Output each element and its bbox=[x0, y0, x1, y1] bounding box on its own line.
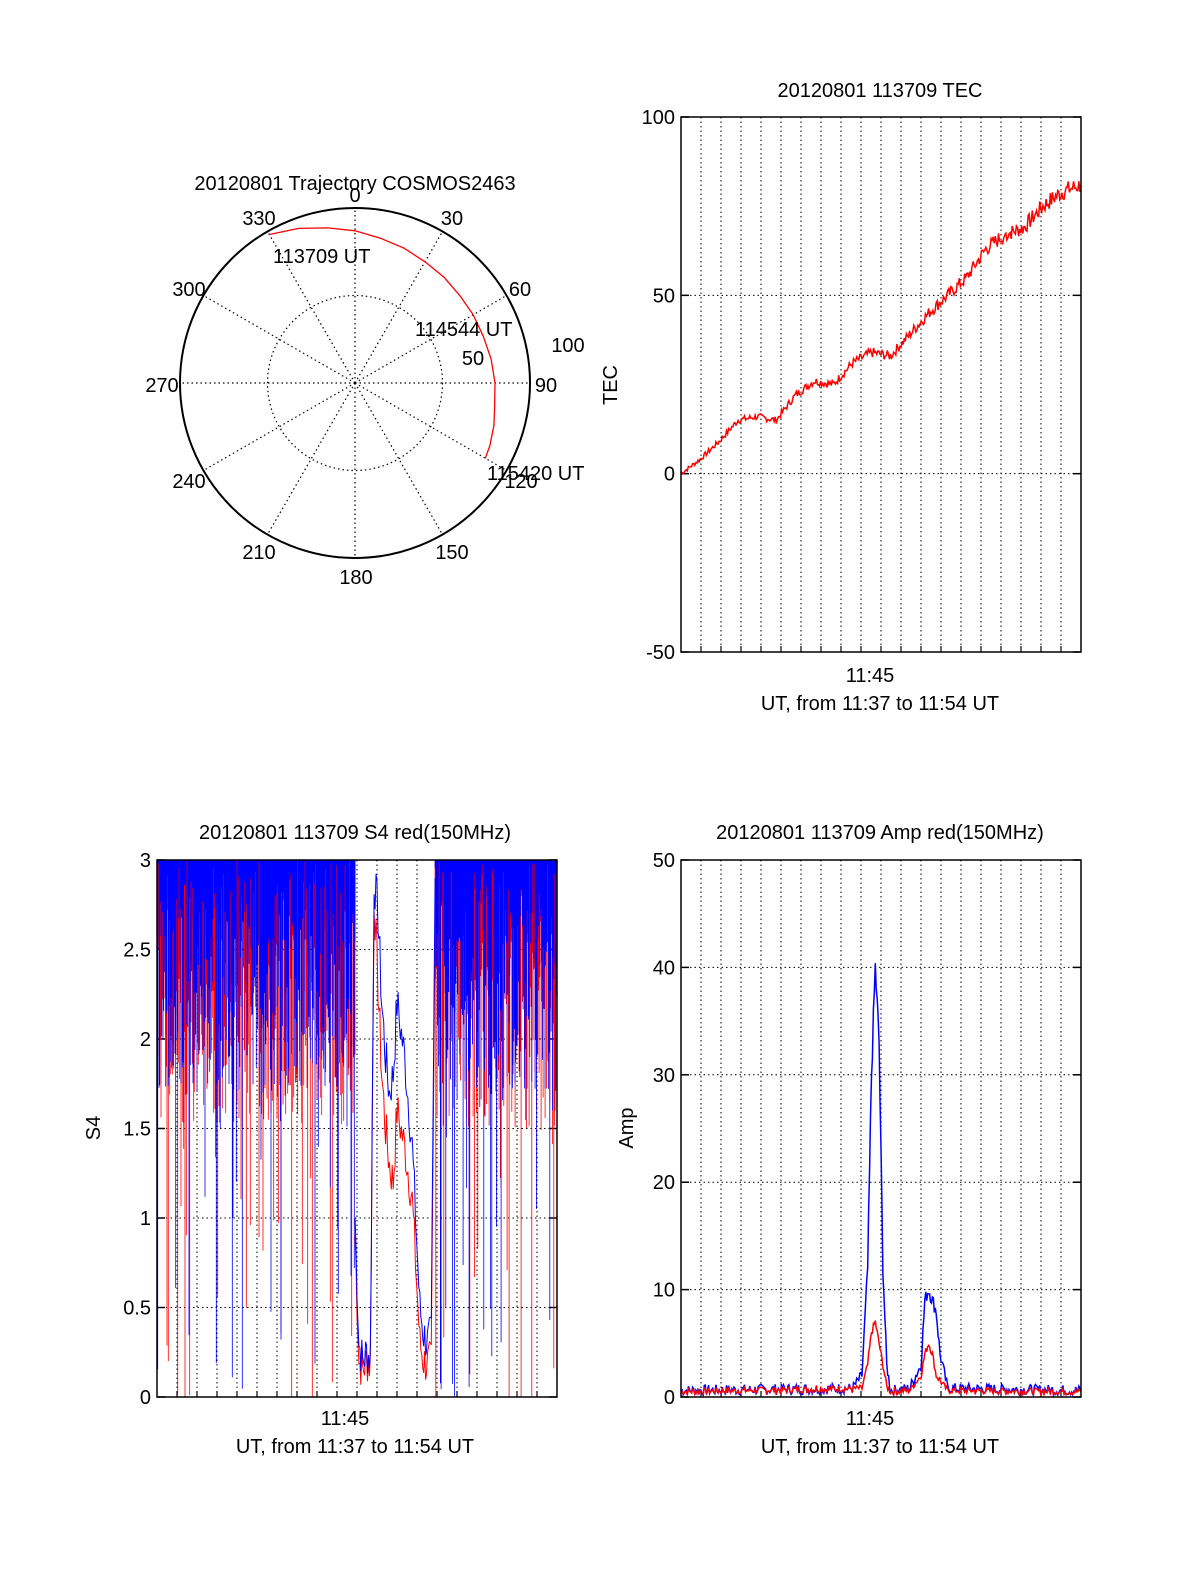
y-tick-label: 0 bbox=[664, 1387, 675, 1409]
tec-plot-frame bbox=[680, 116, 1082, 653]
amp-title: 20120801 113709 Amp red(150MHz) bbox=[716, 822, 1044, 844]
polar-angle-label: 180 bbox=[339, 567, 372, 589]
trajectory-mid-label: 114544 UT bbox=[415, 319, 512, 341]
y-tick-label: 20 bbox=[653, 1172, 675, 1194]
s4-blue-series bbox=[354, 873, 436, 1373]
trajectory-start-label: 113709 UT bbox=[273, 246, 370, 268]
s4-y-tick-labels: 0 0.5 1 1.5 2 2.5 3 bbox=[123, 850, 151, 1409]
y-tick-label: 2 bbox=[140, 1029, 151, 1051]
amp-y-tick-labels: 0 10 20 30 40 50 bbox=[653, 850, 675, 1409]
polar-angle-label: 90 bbox=[535, 375, 557, 397]
y-tick-label: 1.5 bbox=[123, 1119, 151, 1141]
y-tick-label: 50 bbox=[653, 285, 675, 307]
y-tick-label: 0 bbox=[664, 464, 675, 486]
trajectory-line bbox=[269, 227, 496, 459]
polar-grid-circle-50 bbox=[266, 294, 444, 472]
y-tick-label: 100 bbox=[642, 107, 675, 129]
s4-xlabel: UT, from 11:37 to 11:54 UT bbox=[236, 1436, 474, 1458]
amp-xlabel: UT, from 11:37 to 11:54 UT bbox=[761, 1436, 999, 1458]
tec-xlabel: UT, from 11:37 to 11:54 UT bbox=[761, 693, 999, 715]
polar-angle-label: 270 bbox=[145, 375, 178, 397]
polar-spoke bbox=[203, 382, 356, 472]
tec-x-tick-label: 11:45 bbox=[846, 665, 895, 687]
polar-grid bbox=[180, 208, 530, 558]
polar-radial-label-50: 50 bbox=[462, 348, 484, 370]
amp-x-tick-label: 11:45 bbox=[846, 1408, 895, 1430]
y-tick-label: 3 bbox=[140, 850, 151, 872]
s4-red-series bbox=[354, 911, 436, 1385]
amp-chart: 20120801 113709 Amp red(150MHz) 0 10 20 30 4… bbox=[616, 822, 1082, 1458]
polar-angle-label: 330 bbox=[242, 208, 275, 230]
tec-grid bbox=[681, 116, 1081, 653]
y-tick-label: 2.5 bbox=[123, 940, 151, 962]
tec-y-tick-labels: -50 0 50 100 bbox=[642, 107, 675, 664]
polar-angle-label: 150 bbox=[435, 542, 468, 564]
polar-spoke bbox=[266, 382, 356, 535]
polar-angle-label: 300 bbox=[172, 279, 205, 301]
polar-radial-label-100: 100 bbox=[551, 335, 584, 357]
tec-title: 20120801 113709 TEC bbox=[778, 80, 983, 102]
polar-angle-label: 210 bbox=[242, 542, 275, 564]
polar-angle-labels: 0 30 60 90 120 150 180 210 240 270 300 330 bbox=[145, 185, 557, 589]
amp-red-series bbox=[680, 1320, 1082, 1398]
polar-angle-label: 30 bbox=[441, 208, 463, 230]
y-tick-label: 30 bbox=[653, 1065, 675, 1087]
s4-x-tick-label: 11:45 bbox=[321, 1408, 370, 1430]
polar-angle-label: 240 bbox=[172, 471, 205, 493]
s4-plot-frame bbox=[156, 859, 558, 1398]
polar-title: 20120801 Trajectory COSMOS2463 bbox=[194, 173, 515, 195]
trajectory-end-label: 115420 UT bbox=[487, 463, 584, 485]
tec-ylabel: TEC bbox=[600, 365, 622, 405]
s4-title: 20120801 113709 S4 red(150MHz) bbox=[199, 822, 511, 844]
y-tick-label: 10 bbox=[653, 1280, 675, 1302]
y-tick-label: 0 bbox=[140, 1387, 151, 1409]
y-tick-label: 1 bbox=[140, 1208, 151, 1230]
tec-series-line bbox=[680, 181, 1082, 475]
polar-outer-circle bbox=[179, 207, 531, 559]
amp-ylabel: Amp bbox=[616, 1107, 638, 1148]
y-tick-label: 50 bbox=[653, 850, 675, 872]
y-tick-label: 0.5 bbox=[123, 1298, 151, 1320]
polar-angle-label: 0 bbox=[349, 185, 360, 207]
polar-angle-label: 60 bbox=[509, 279, 531, 301]
y-tick-label: 40 bbox=[653, 957, 675, 979]
s4-chart: 20120801 113709 S4 red(150MHz) 0 0.5 1 1.5 2… bbox=[83, 822, 558, 1458]
polar-angle-label: 120 bbox=[504, 471, 537, 493]
amp-plot-frame bbox=[680, 859, 1082, 1398]
s4-ylabel: S4 bbox=[83, 1116, 105, 1140]
trajectory-polar-chart: 20120801 Trajectory COSMOS2463 0 30 60 90 12… bbox=[145, 173, 584, 589]
y-tick-label: -50 bbox=[646, 642, 675, 664]
